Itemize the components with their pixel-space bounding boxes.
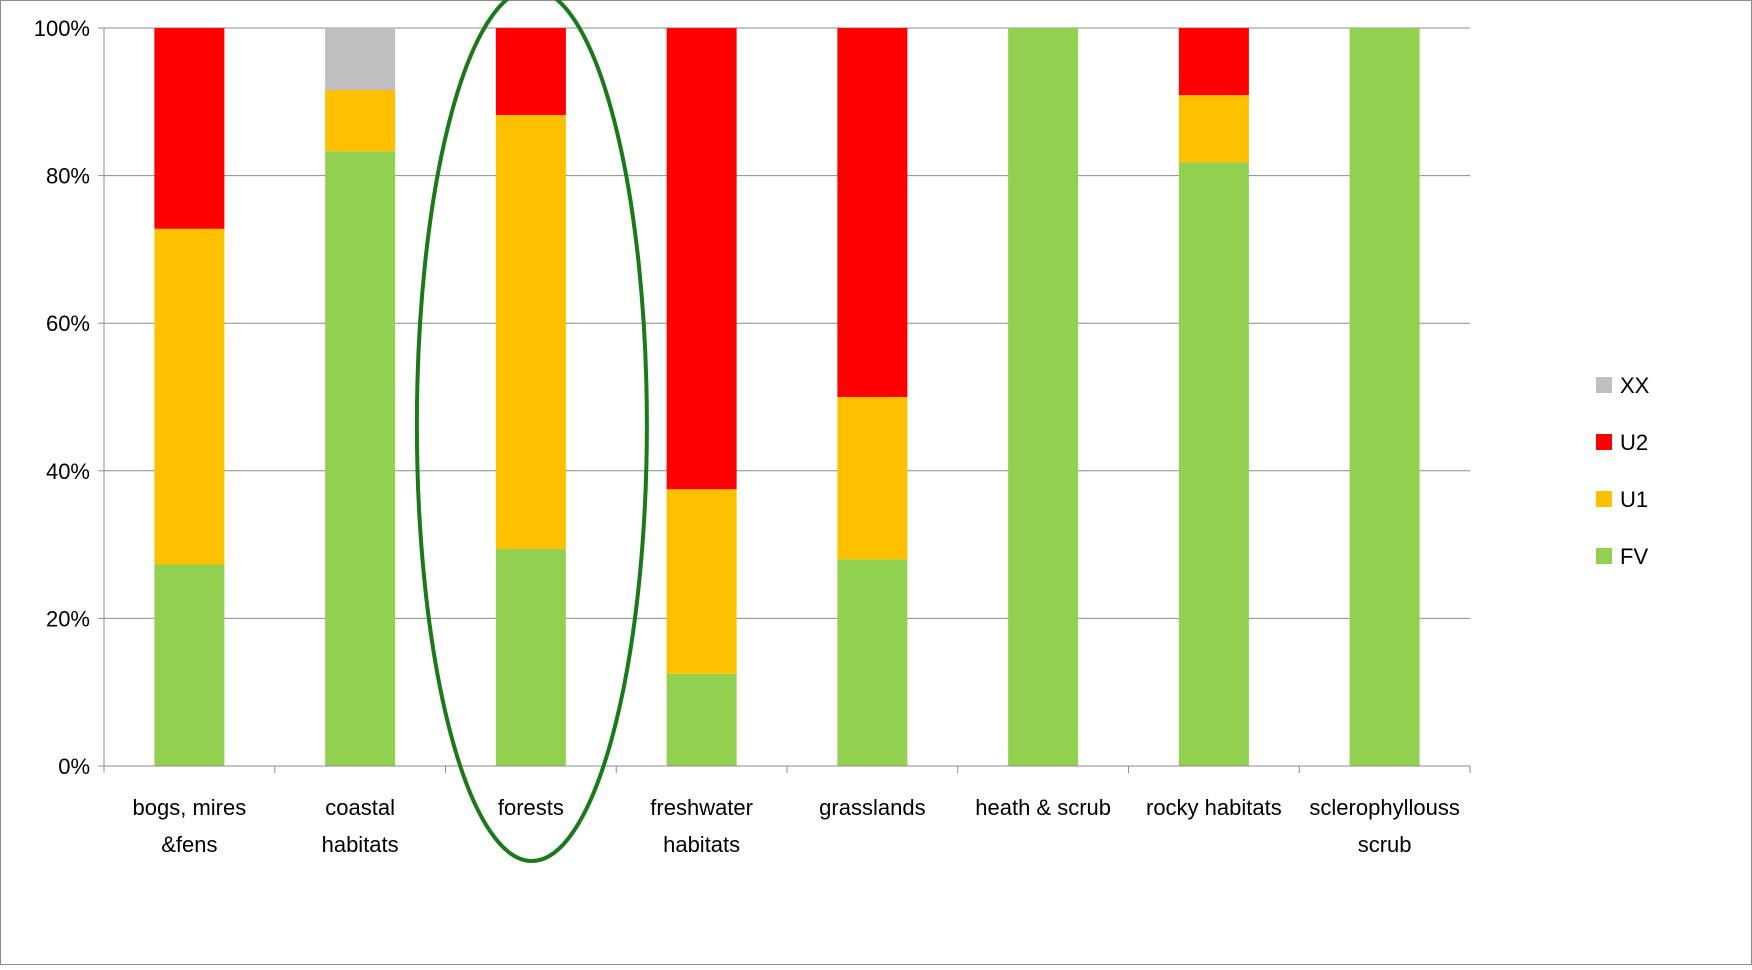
bar-segment-u2	[1178, 28, 1249, 96]
bar-segment-fv	[1349, 28, 1420, 766]
bar-segment-fv	[1008, 28, 1079, 766]
bar-segment-u1	[666, 489, 737, 674]
bar-segment-u2	[837, 28, 908, 397]
bar-segment-fv	[325, 151, 396, 767]
highlight-ellipse	[414, 0, 649, 863]
x-axis-labels: bogs, mires&fens coastal habitats forests fr…	[133, 795, 1460, 857]
bar-segment-u1	[325, 89, 396, 152]
bars	[154, 28, 1420, 767]
y-tick-label: 100%	[34, 16, 90, 41]
x-tick-label: freshwater	[650, 795, 753, 820]
x-tick-label: grasslands	[819, 795, 925, 820]
bar-segment-u2	[154, 28, 225, 229]
legend-swatch-fv	[1596, 548, 1612, 564]
legend-swatch-u2	[1596, 434, 1612, 450]
x-tick-label: rocky habitats	[1146, 795, 1282, 820]
x-tick-label: forests	[498, 795, 564, 820]
x-tick-label: scrub	[1358, 832, 1412, 857]
bar-segment-fv	[1178, 162, 1249, 767]
x-tick-label: habitats	[663, 832, 740, 857]
y-tick-label: 20%	[46, 606, 90, 631]
y-tick-label: 80%	[46, 164, 90, 189]
legend-label-u1: U1	[1620, 487, 1648, 512]
bar-segment-fv	[666, 673, 737, 766]
bar-segment-u2	[495, 28, 566, 116]
x-tick-label: bogs, mires	[133, 795, 247, 820]
x-tick-label: coastal	[325, 795, 395, 820]
bar-segment-u1	[837, 397, 908, 560]
x-tick-label: habitats	[322, 832, 399, 857]
bar-segment-u1	[495, 115, 566, 550]
bar-segment-u1	[1178, 95, 1249, 163]
legend-label-fv: FV	[1620, 544, 1648, 569]
legend-swatch-u1	[1596, 491, 1612, 507]
legend-swatch-xx	[1596, 377, 1612, 393]
bar-segment-u2	[666, 28, 737, 490]
bar-segment-fv	[154, 564, 225, 766]
y-tick-label: 40%	[46, 459, 90, 484]
legend: XX U2 U1 FV	[1596, 373, 1650, 569]
x-tick-label: &fens	[161, 832, 217, 857]
axes	[98, 27, 1471, 773]
legend-label-xx: XX	[1620, 373, 1650, 398]
bar-segment-xx	[325, 28, 396, 90]
y-tick-label: 0%	[58, 754, 90, 779]
y-tick-label: 60%	[46, 311, 90, 336]
bar-segment-fv	[495, 549, 566, 766]
x-tick-label: sclerophyllouss	[1309, 795, 1459, 820]
bar-segment-u1	[154, 228, 225, 565]
legend-label-u2: U2	[1620, 430, 1648, 455]
y-axis-labels: 0% 20% 40% 60% 80% 100%	[34, 16, 90, 779]
x-tick-label: heath & scrub	[975, 795, 1111, 820]
annotation	[414, 0, 649, 863]
bar-segment-fv	[837, 559, 908, 766]
